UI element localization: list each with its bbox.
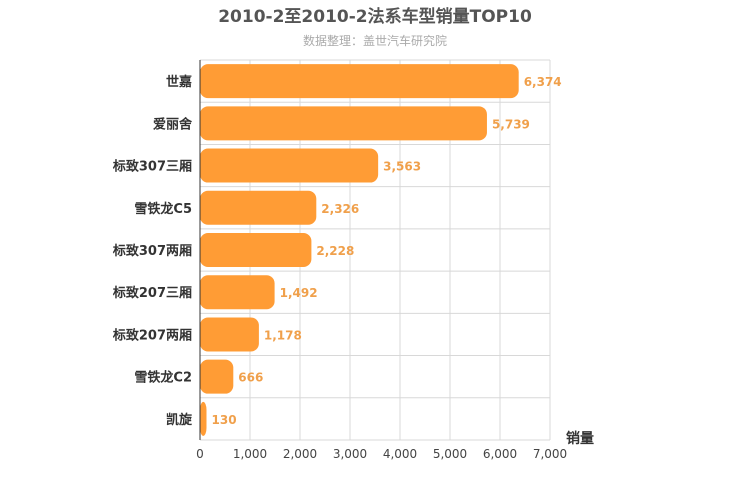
x-tick-label: 0	[196, 447, 204, 461]
bar	[200, 106, 487, 141]
chart-subtitle: 数据整理：盖世汽车研究院	[303, 33, 447, 48]
value-label: 2,326	[321, 202, 359, 216]
bar	[200, 359, 234, 394]
category-label: 标致207三厢	[112, 285, 192, 301]
category-label: 标致307两厢	[112, 243, 192, 259]
category-label: 标致207两厢	[112, 327, 192, 343]
value-label: 3,563	[383, 160, 421, 174]
x-tick-label: 2,000	[283, 447, 317, 461]
bars	[200, 64, 519, 436]
value-label: 666	[238, 371, 263, 385]
value-label: 5,739	[492, 117, 530, 131]
value-label: 6,374	[524, 75, 562, 89]
bar	[200, 317, 259, 352]
category-label: 雪铁龙C2	[134, 370, 192, 386]
category-label: 世嘉	[166, 74, 192, 90]
x-tick-label: 3,000	[333, 447, 367, 461]
bar	[200, 401, 207, 436]
value-label: 2,228	[316, 244, 354, 258]
bar	[200, 148, 379, 183]
x-tick-label: 6,000	[483, 447, 517, 461]
x-tick-label: 7,000	[533, 447, 567, 461]
value-label: 1,492	[280, 286, 318, 300]
x-axis-title: 销量	[566, 430, 594, 447]
value-label: 130	[212, 413, 237, 427]
category-label: 凯旋	[166, 412, 193, 428]
labels: 0 1,000 2,000 3,000 4,000 5,000 6,000 7,000 世嘉 6,…	[112, 74, 567, 461]
bar	[200, 190, 317, 225]
bar	[200, 64, 519, 99]
category-label: 标致307三厢	[112, 159, 192, 175]
bar	[200, 275, 275, 310]
grid-lines	[200, 59, 551, 441]
category-label: 爱丽舍	[153, 116, 193, 132]
x-tick-label: 4,000	[383, 447, 417, 461]
value-label: 1,178	[264, 328, 302, 342]
x-tick-label: 1,000	[233, 447, 267, 461]
x-tick-label: 5,000	[433, 447, 467, 461]
chart-title: 2010-2至2010-2法系车型销量TOP10	[218, 6, 532, 27]
bar	[200, 233, 312, 267]
category-label: 雪铁龙C5	[134, 201, 192, 217]
